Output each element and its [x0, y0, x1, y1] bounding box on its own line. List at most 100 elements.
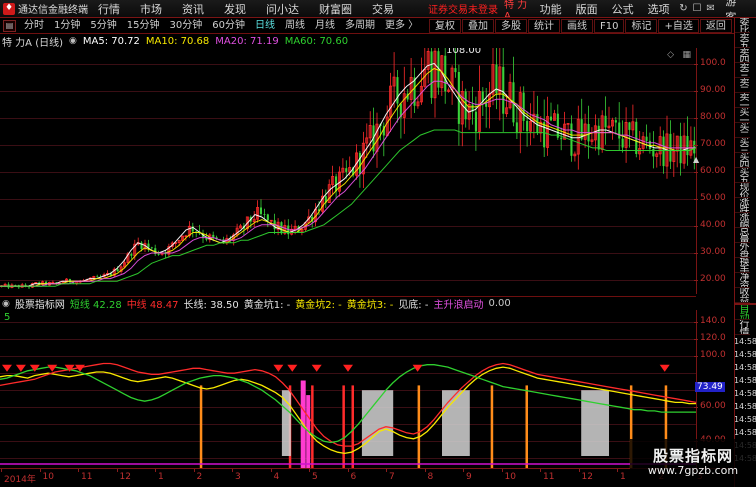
x-axis-label: 11	[543, 472, 555, 482]
x-axis-tick	[463, 469, 464, 472]
quote-row-外盘[interactable]: 外盘	[735, 243, 750, 258]
menu-item-quotes[interactable]: 行情	[98, 2, 120, 16]
menu-item-formula[interactable]: 公式	[611, 2, 634, 16]
ind-bottom: 见底: -	[398, 296, 428, 311]
x-axis-tick	[270, 469, 272, 472]
quote-row-卖三[interactable]: 卖三	[735, 63, 750, 78]
button-f10[interactable]: F10	[594, 18, 625, 33]
quote-row-委比[interactable]: 委比	[735, 18, 750, 33]
price-tick-mark	[694, 253, 698, 254]
price-tick: 80.00	[700, 112, 726, 122]
tick-time: 14:58	[735, 337, 756, 346]
menu-item-discover[interactable]: 发现	[224, 2, 246, 16]
ind-short-key: 短线	[69, 300, 90, 311]
indicator-tick-mark	[694, 356, 698, 357]
period-weekly[interactable]: 周线	[284, 19, 305, 31]
menu-item-trade[interactable]: 交易	[372, 2, 394, 16]
target-icon: ◉	[69, 36, 77, 46]
button-drawline[interactable]: 画线	[561, 18, 593, 33]
ind-mid: 中线 48.47	[127, 296, 179, 311]
button-multistock[interactable]: 多股	[495, 18, 527, 33]
quote-row-收益[interactable]: 收益	[735, 288, 750, 303]
ma5-key: MA5:	[82, 35, 109, 47]
period-multi[interactable]: 多周期	[344, 19, 375, 31]
login-status[interactable]: 证券交易未登录	[428, 5, 498, 16]
quote-row-买三[interactable]: 买三	[735, 138, 750, 153]
ind-goldpit1-key: 黄金坑1:	[243, 300, 284, 311]
period-monthly[interactable]: 月线	[314, 19, 335, 31]
period-60min[interactable]: 60分钟	[212, 19, 245, 31]
button-mark[interactable]: 标记	[625, 18, 658, 33]
quote-row-涨幅[interactable]: 涨幅	[735, 213, 750, 228]
x-axis-label: 11	[81, 472, 93, 482]
quote-row-现价[interactable]: 现价	[735, 183, 750, 198]
indicator-tick: 60.00	[700, 401, 726, 411]
quote-row-净资[interactable]: 净资	[735, 273, 750, 288]
indicator-lines-svg	[0, 362, 696, 468]
period-5min[interactable]: 5分钟	[90, 19, 117, 31]
price-gridline	[0, 199, 696, 200]
ind-goldpit2-value: -	[338, 300, 342, 311]
price-tick-mark	[694, 118, 698, 119]
menu-item-layout[interactable]: 版面	[575, 2, 598, 16]
peak-price-annotation: 108.00	[446, 48, 482, 57]
menu-item-market[interactable]: 市场	[140, 2, 162, 16]
quote-row-总量[interactable]: 总量	[735, 228, 750, 243]
price-tick: 90.00	[700, 85, 726, 95]
quote-row-卖一[interactable]: 卖一	[735, 93, 750, 108]
quote-row-卖五[interactable]: 卖五	[735, 33, 750, 48]
quote-row-买四[interactable]: 买四	[735, 153, 750, 168]
indicator-tick-mark	[694, 339, 698, 340]
x-axis-tick	[617, 469, 618, 472]
phone-icon[interactable]: ☐	[692, 3, 702, 14]
app-logo: ♦ 通达信金融终端	[0, 1, 88, 16]
x-axis: 2014年101112123456789101112123	[0, 468, 734, 487]
tick-time: 14:58	[735, 376, 756, 385]
x-axis-label: 12	[119, 472, 131, 482]
quote-row-买五[interactable]: 买五	[735, 168, 750, 183]
ma20-key: MA20:	[215, 35, 247, 47]
x-axis-tick	[424, 469, 426, 472]
chart-stock-name: 特 力A (日线)	[2, 37, 64, 49]
menu-item-options[interactable]: 选项	[647, 2, 670, 16]
menu-item-wealth[interactable]: 财富圈	[319, 2, 352, 16]
ind-goldpit3: 黄金坑3: -	[347, 296, 394, 311]
sidebar-divider	[735, 303, 756, 305]
button-statistics[interactable]: 统计	[528, 18, 560, 33]
button-adjust[interactable]: 复权	[429, 18, 461, 33]
period-daily[interactable]: 日线	[254, 19, 275, 31]
quote-row-market[interactable]: 行情	[735, 320, 750, 335]
period-30min[interactable]: 30分钟	[169, 19, 203, 31]
indicator-chart-pane[interactable]: 5	[0, 310, 696, 468]
price-chart-pane[interactable]: 108.00 ◇ ▦	[0, 48, 696, 294]
diamond-icon[interactable]: ◇	[667, 50, 674, 60]
ind-mid-value: 48.47	[149, 300, 179, 311]
indicator-tick: 140.0	[700, 316, 726, 326]
chart-type-icon[interactable]: ▤	[3, 19, 16, 32]
refresh-icon[interactable]: ↻	[679, 3, 688, 14]
quote-row-卖四[interactable]: 卖四	[735, 48, 750, 63]
quote-row-涨跌[interactable]: 涨跌	[735, 198, 750, 213]
menu-item-assistant[interactable]: 问小达	[266, 2, 299, 16]
quote-row-换手[interactable]: 换手	[735, 258, 750, 273]
period-15min[interactable]: 15分钟	[126, 19, 160, 31]
price-gridline	[0, 145, 696, 146]
quote-row-买一[interactable]: 买一	[735, 108, 750, 123]
menu-item-news[interactable]: 资讯	[182, 2, 204, 16]
message-icon[interactable]: ✉	[706, 3, 715, 14]
quote-row-卖二[interactable]: 卖二	[735, 78, 750, 93]
quote-row-买二[interactable]: 买二	[735, 123, 750, 138]
period-1min[interactable]: 1分钟	[54, 19, 81, 31]
button-add-watchlist[interactable]: +自选	[658, 18, 699, 33]
price-tick-mark	[694, 280, 698, 281]
price-tick-mark	[694, 64, 698, 65]
note-icon[interactable]: ▦	[682, 50, 691, 60]
button-overlay[interactable]: 叠加	[462, 18, 494, 33]
ma20-label: MA20: 71.19	[215, 36, 278, 47]
period-more[interactable]: 更多 〉	[384, 19, 419, 31]
quote-row-auto[interactable]: 自动	[735, 305, 750, 320]
period-fenshi[interactable]: 分时	[24, 19, 44, 31]
price-tick: 20.00	[700, 274, 726, 284]
button-back[interactable]: 返回	[699, 18, 732, 33]
menu-item-function[interactable]: 功能	[539, 2, 562, 16]
